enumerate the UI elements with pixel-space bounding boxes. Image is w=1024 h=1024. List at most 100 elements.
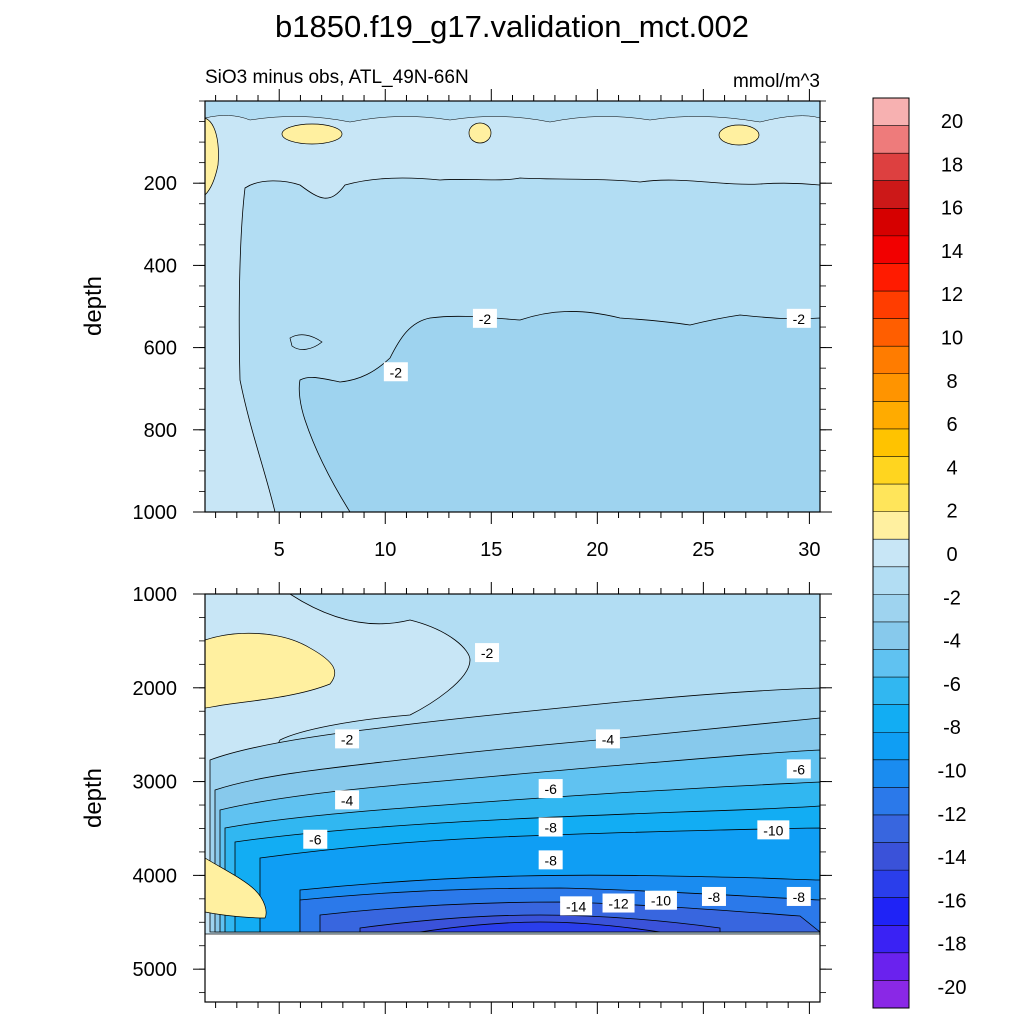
bottom-contour-label-box <box>538 817 563 837</box>
colorbar-swatch <box>873 870 909 898</box>
top-y-tick-label: 800 <box>144 420 177 442</box>
bottom-y-tick-label: 5000 <box>133 959 178 981</box>
colorbar-swatch <box>873 732 909 761</box>
colorbar-swatch <box>873 566 909 595</box>
colorbar-swatch <box>873 759 909 788</box>
top-positive-blob-2 <box>468 122 492 144</box>
colorbar-label: 10 <box>941 328 963 350</box>
colorbar-swatch <box>873 621 909 650</box>
bottom-contour-label: -2 <box>341 731 354 747</box>
colorbar-swatch <box>873 511 909 540</box>
bottom-contour-label: -10 <box>651 893 671 909</box>
top-positive-blob-3 <box>718 124 760 146</box>
bottom-contour-label-box <box>538 850 563 870</box>
top-panel-contour-fill <box>204 100 821 513</box>
bottom-contour-label: -8 <box>708 889 721 905</box>
bottom-contour-label-box <box>757 820 790 840</box>
colorbar-label: -6 <box>943 674 961 696</box>
x-tick-label: 15 <box>480 539 502 561</box>
top-contour-label: -2 <box>479 311 492 327</box>
colorbar-swatch <box>873 125 909 154</box>
bottom-contour-label-box <box>560 896 593 916</box>
x-tick-label: 10 <box>374 539 396 561</box>
colorbar-swatch <box>873 318 909 347</box>
top-contour-label-box <box>786 308 811 328</box>
bottom-contour-label: -8 <box>793 889 806 905</box>
bottom-contour-label: -8 <box>544 852 557 868</box>
bottom-y-tick-label: 1000 <box>133 584 178 606</box>
bottom-contour-label: -4 <box>341 792 354 808</box>
top-contour-label: -2 <box>793 311 806 327</box>
colorbar-label: 8 <box>946 371 957 393</box>
colorbar: 20181614121086420-2-4-6-8-10-12-14-16-18… <box>872 97 967 1009</box>
colorbar-swatch <box>873 787 909 816</box>
top-y-tick-label: 600 <box>144 338 177 360</box>
top-y-tick-label: 200 <box>144 173 177 195</box>
colorbar-label: -18 <box>938 934 967 956</box>
contour-labels: -2 -2 -2 -2 -2 -4 -6 -6 -4 -8 -10 -6 -8 -14 -12 -10 -8 -8 <box>303 308 811 916</box>
top-y-tick-label: 400 <box>144 255 177 277</box>
colorbar-swatch <box>873 677 909 705</box>
bottom-contour-label: -6 <box>309 832 322 848</box>
colorbar-swatch <box>873 456 909 485</box>
colorbar-label: 0 <box>946 544 957 566</box>
bottom-y-tick-label: 3000 <box>133 772 178 794</box>
colorbar-swatch <box>873 208 909 237</box>
colorbar-swatch <box>873 980 909 1009</box>
colorbar-swatch <box>873 263 909 292</box>
colorbar-swatch <box>873 952 909 981</box>
colorbar-label: -12 <box>938 804 967 826</box>
bottom-contour-label: -14 <box>566 898 586 914</box>
colorbar-swatch <box>873 649 909 678</box>
colorbar-swatch <box>873 428 909 457</box>
bottom-contour-label-box <box>602 893 635 913</box>
y-axis-label-bottom: depth <box>80 768 107 828</box>
bottom-positive-blob-lower <box>205 857 267 919</box>
colorbar-swatch <box>873 897 909 926</box>
colorbar-swatch <box>873 346 909 375</box>
bottom-panel-contour-fill <box>205 594 820 934</box>
colorbar-label: 2 <box>946 501 957 523</box>
bottom-contour-label-box <box>335 729 360 749</box>
bottom-contour-label-box <box>595 729 620 749</box>
top-field-minus4-region <box>298 311 821 513</box>
colorbar-label: 4 <box>946 457 957 479</box>
bottom-y-tick-label: 4000 <box>133 865 178 887</box>
colorbar-swatch <box>873 373 909 402</box>
colorbar-swatch <box>873 401 909 430</box>
bottom-contour-label-box <box>644 890 677 910</box>
colorbar-label: 20 <box>941 111 963 133</box>
x-tick-label: 20 <box>586 539 608 561</box>
top-field-surface-band <box>204 100 821 123</box>
top-positive-blob-left <box>204 117 219 196</box>
colorbar-label: -20 <box>938 977 967 999</box>
bottom-positive-blob-upper <box>205 632 336 709</box>
colorbar-frame <box>872 97 910 1009</box>
top-contour-label: -2 <box>390 364 403 380</box>
colorbar-label: 16 <box>941 198 963 220</box>
colorbar-label: 12 <box>941 284 963 306</box>
bottom-contour-label: -6 <box>793 761 806 777</box>
colorbar-label: 14 <box>941 241 963 263</box>
bottom-contour-label: -10 <box>763 822 783 838</box>
x-tick-label: 25 <box>692 539 714 561</box>
top-positive-blob-1 <box>281 123 343 145</box>
bottom-contour-label-box <box>701 886 726 906</box>
colorbar-swatch <box>873 291 909 319</box>
colorbar-swatch <box>873 814 909 843</box>
colorbar-label: -14 <box>938 847 967 869</box>
bottom-contour-label-box <box>538 779 563 799</box>
colorbar-swatch <box>873 235 909 264</box>
x-tick-label: 5 <box>274 539 285 561</box>
axes-group: 5 10 15 20 25 30 200 400 600 800 1000 1000 2000 3000 4… <box>133 89 832 1014</box>
colorbar-label: -8 <box>943 717 961 739</box>
bottom-contour-label: -2 <box>481 645 494 661</box>
chart-subtitle-left: SiO3 minus obs, ATL_49N-66N <box>205 67 469 88</box>
chart-title: b1850.f19_g17.validation_mct.002 <box>275 9 749 44</box>
colorbar-swatch <box>873 98 909 126</box>
colorbar-swatch <box>873 925 909 954</box>
colorbar-swatch <box>873 704 909 733</box>
colorbar-label: -4 <box>943 631 961 653</box>
bottom-band-deep-4 <box>419 921 661 933</box>
chart-units: mmol/m^3 <box>733 71 820 92</box>
